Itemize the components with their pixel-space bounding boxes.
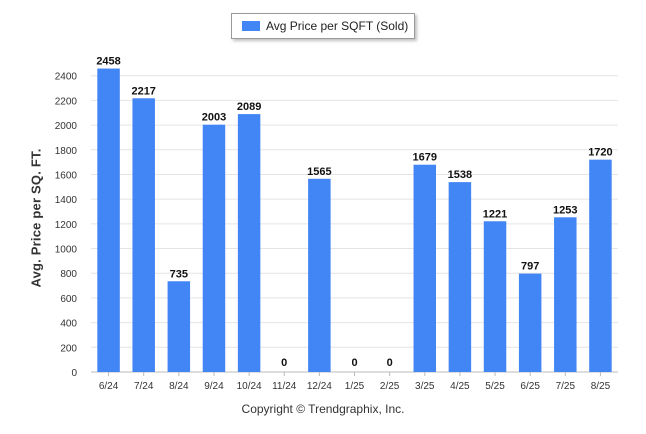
- bar: [97, 68, 120, 372]
- y-tick-label: 0: [71, 368, 77, 379]
- y-tick-label: 400: [60, 319, 77, 330]
- legend-label: Avg Price per SQFT (Sold): [266, 19, 409, 33]
- x-tick-label: 5/25: [485, 381, 505, 392]
- data-label: 1679: [413, 152, 437, 164]
- x-tick-label: 1/25: [345, 381, 365, 392]
- data-label: 0: [281, 357, 287, 369]
- data-label: 1538: [448, 169, 472, 181]
- data-label: 0: [351, 357, 357, 369]
- y-tick-label: 1000: [55, 245, 78, 256]
- x-tick-label: 10/24: [237, 381, 262, 392]
- data-label: 1720: [588, 147, 612, 159]
- copyright-text: Copyright © Trendgraphix, Inc.: [241, 402, 405, 416]
- x-tick-label: 6/25: [520, 381, 540, 392]
- y-tick-label: 1200: [55, 220, 78, 231]
- bar: [167, 281, 191, 372]
- y-tick-label: 800: [60, 269, 77, 280]
- data-label: 797: [521, 261, 539, 273]
- bar: [448, 182, 472, 372]
- data-label: 2089: [237, 101, 261, 113]
- bar: [589, 159, 612, 372]
- legend: Avg Price per SQFT (Sold): [231, 13, 415, 39]
- x-tick-label: 7/24: [134, 381, 154, 392]
- bar: [518, 273, 542, 372]
- y-tick-label: 1600: [55, 170, 78, 181]
- bar: [483, 221, 507, 372]
- y-tick-label: 2400: [55, 72, 78, 83]
- x-tick-label: 11/24: [272, 381, 297, 392]
- bar: [237, 114, 261, 373]
- x-tick-label: 2/25: [380, 381, 400, 392]
- bar: [554, 217, 577, 372]
- data-label: 1565: [307, 166, 331, 178]
- x-tick-label: 3/25: [415, 381, 435, 392]
- x-tick-label: 7/25: [556, 381, 576, 392]
- data-label: 1253: [553, 204, 577, 216]
- data-label: 2217: [131, 85, 155, 97]
- x-tick-label: 8/25: [591, 381, 611, 392]
- bar: [413, 164, 437, 372]
- y-tick-label: 600: [60, 294, 77, 305]
- bar: [202, 124, 226, 372]
- data-label: 1221: [483, 208, 507, 220]
- x-tick-label: 12/24: [307, 381, 332, 392]
- bar: [132, 98, 155, 372]
- x-tick-label: 6/24: [99, 381, 119, 392]
- x-tick-label: 8/24: [169, 381, 189, 392]
- data-label: 2003: [202, 112, 226, 124]
- y-tick-label: 200: [60, 343, 77, 354]
- bar: [308, 178, 331, 372]
- data-label: 0: [387, 357, 393, 369]
- y-tick-label: 1800: [55, 146, 78, 157]
- legend-swatch: [242, 21, 260, 31]
- y-tick-label: 2000: [55, 121, 78, 132]
- data-label: 735: [170, 268, 188, 280]
- y-tick-label: 2200: [55, 96, 78, 107]
- y-tick-label: 1400: [55, 195, 78, 206]
- x-tick-label: 4/25: [450, 381, 470, 392]
- data-label: 2458: [96, 56, 120, 68]
- x-tick-label: 9/24: [204, 381, 224, 392]
